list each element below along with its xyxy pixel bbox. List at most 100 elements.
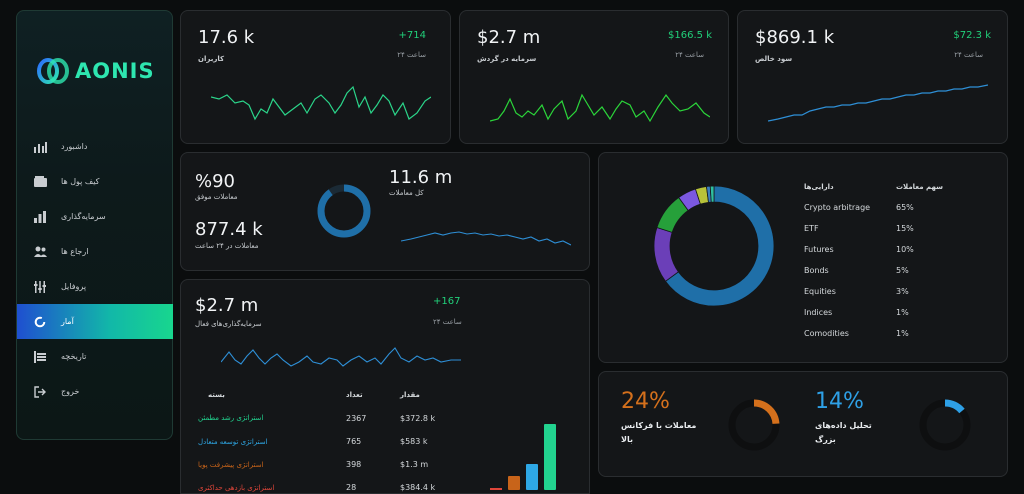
bar-balanced (526, 464, 538, 490)
sidebar: AONIS داشبورد کیف پول ها سرمایه‌گذاری ار… (16, 10, 173, 440)
asset-share: 1% (896, 329, 909, 338)
sidebar-item-label: آمار (61, 317, 74, 326)
investments-sparkline (221, 347, 461, 367)
users-sparkline (211, 85, 431, 121)
donut-icon (33, 315, 47, 329)
bar-dynamic (508, 476, 520, 490)
table-row[interactable]: استراتژی بازدهی حداکثری 28 $384.4 k (198, 476, 448, 494)
package-count: 28 (346, 483, 357, 492)
sliders-icon (33, 280, 47, 294)
asset-share: 1% (896, 308, 909, 317)
sidebar-item-label: ارجاع ها (61, 247, 89, 256)
package-count: 2367 (346, 413, 367, 423)
bigdata-value: 14% (815, 389, 864, 414)
total-trades-label: کل معاملات (389, 189, 424, 197)
package-amount: $1.3 m (400, 460, 429, 469)
hf-value: 24% (621, 389, 670, 414)
profit-sparkline (768, 84, 988, 122)
sidebar-item-history[interactable]: تاریخچه (17, 339, 172, 374)
users-label: کاربران (198, 55, 225, 63)
table-row[interactable]: Bonds 5% (804, 260, 954, 281)
brand-logo[interactable]: AONIS (37, 57, 155, 85)
capital-value: $2.7 m (477, 27, 541, 48)
table-header-row: بسته تعداد مقدار (198, 384, 448, 406)
success-ring-arc (317, 184, 371, 238)
sidebar-item-dashboard[interactable]: داشبورد (17, 129, 172, 164)
sidebar-item-label: کیف پول ها (61, 177, 100, 186)
table-header-row: دارایی‌ها سهم معاملات (804, 177, 954, 197)
sidebar-item-logout[interactable]: خروج (17, 374, 172, 409)
asset-name: Futures (804, 245, 834, 254)
investments-table: بسته تعداد مقدار استراتژی رشد مطمئن 2367… (198, 384, 448, 494)
sidebar-item-investments[interactable]: سرمایه‌گذاری (17, 199, 172, 234)
success-value: %90 (195, 171, 236, 192)
table-row[interactable]: Comodities 1% (804, 323, 954, 344)
asset-share: 65% (896, 203, 914, 212)
bigdata-gauge-arc (919, 399, 971, 451)
active-investments-card: $2.7 m سرمایه‌گذاری‌های فعال +167 ۲۴ ساع… (180, 279, 590, 494)
success-label: معاملات موفق (195, 193, 238, 201)
package-amount: $384.4 k (400, 483, 436, 492)
asset-name: ETF (804, 224, 819, 233)
table-row[interactable]: Crypto arbitrage 65% (804, 197, 954, 218)
table-row[interactable]: استراتژی رشد مطمئن 2367 $372.8 k (198, 406, 448, 430)
column-header-package: بسته (208, 391, 225, 399)
sidebar-item-referrals[interactable]: ارجاع ها (17, 234, 172, 269)
package-amount: $583 k (400, 437, 428, 446)
table-row[interactable]: استراتژی پیشرفت پویا 398 $1.3 m (198, 453, 448, 476)
table-row[interactable]: Futures 10% (804, 239, 954, 260)
active-investments-value: $2.7 m (195, 295, 259, 316)
assets-table: دارایی‌ها سهم معاملات Crypto arbitrage 65… (804, 177, 954, 344)
investments-bar-chart (490, 424, 556, 490)
profit-card: $869.1 k سود خالص $72.3 k ۲۴ ساعت (737, 10, 1008, 144)
donut-slice-6[interactable] (709, 185, 715, 203)
hf-gauge-arc (728, 399, 780, 451)
active-investments-period: ۲۴ ساعت (433, 318, 462, 326)
active-investments-label: سرمایه‌گذاری‌های فعال (195, 320, 262, 328)
sidebar-item-wallets[interactable]: کیف پول ها (17, 164, 172, 199)
column-header-count: تعداد (346, 391, 363, 399)
package-name: استراتژی توسعه متعادل (198, 437, 268, 446)
asset-name: Crypto arbitrage (804, 203, 871, 212)
bar-chart-icon (33, 140, 47, 154)
profit-value: $869.1 k (755, 27, 835, 48)
asset-share: 5% (896, 266, 909, 275)
bigdata-label: تحلیل داده‌های بزرگ (815, 421, 872, 444)
day-trades-value: 877.4 k (195, 219, 263, 240)
users-card: 17.6 k کاربران +714 ۲۴ ساعت (180, 10, 451, 144)
table-row[interactable]: استراتژی توسعه متعادل 765 $583 k (198, 430, 448, 453)
sidebar-item-stats[interactable]: آمار (17, 304, 173, 339)
package-count: 765 (346, 437, 362, 446)
sidebar-item-label: سرمایه‌گذاری (61, 212, 106, 221)
sidebar-item-label: خروج (61, 387, 80, 396)
donut-slice-1[interactable] (653, 226, 679, 282)
day-trades-label: معاملات در ۲۴ ساعت (195, 242, 259, 250)
assets-card: دارایی‌ها سهم معاملات Crypto arbitrage 65… (598, 152, 1008, 363)
capital-label: سرمایه در گردش (477, 55, 537, 63)
profit-label: سود خالص (755, 55, 793, 63)
trades-sparkline (401, 231, 571, 246)
total-trades-value: 11.6 m (389, 167, 453, 188)
sidebar-nav: داشبورد کیف پول ها سرمایه‌گذاری ارجاع ها… (17, 129, 173, 409)
aonis-logo-icon (37, 58, 69, 84)
capital-card: $2.7 m سرمایه در گردش $166.5 k ۲۴ ساعت (459, 10, 729, 144)
asset-share: 15% (896, 224, 914, 233)
brand-name: AONIS (75, 59, 155, 83)
package-amount: $372.8 k (400, 413, 436, 423)
users-icon (33, 245, 47, 259)
asset-share: 10% (896, 245, 914, 254)
bar-stable (544, 424, 556, 490)
gauges-card: 24% معاملات با فرکانس بالا 14% تحلیل داد… (598, 371, 1008, 477)
wallet-icon (33, 175, 47, 189)
table-row[interactable]: Indices 1% (804, 302, 954, 323)
table-row[interactable]: Equities 3% (804, 281, 954, 302)
table-row[interactable]: ETF 15% (804, 218, 954, 239)
bigdata-gauge (919, 399, 971, 451)
donut-slice-0[interactable] (664, 185, 775, 307)
sidebar-item-profile[interactable]: پروفایل (17, 269, 172, 304)
capital-sparkline (490, 93, 710, 123)
asset-share: 3% (896, 287, 909, 296)
sidebar-item-label: تاریخچه (61, 352, 87, 361)
package-name: استراتژی رشد مطمئن (198, 414, 264, 422)
active-investments-delta: +167 (433, 296, 461, 307)
